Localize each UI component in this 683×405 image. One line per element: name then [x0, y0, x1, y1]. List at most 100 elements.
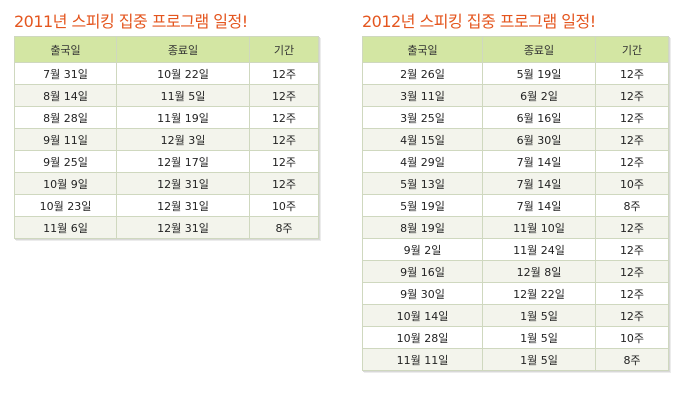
duration: 12주: [249, 106, 319, 129]
end-date: 6월 2일: [482, 84, 596, 107]
duration: 12주: [595, 106, 669, 129]
end-date: 6월 16일: [482, 106, 596, 129]
departure-date: 8월 28일: [14, 106, 117, 129]
duration: 12주: [595, 260, 669, 283]
departure-date: 3월 11일: [362, 84, 483, 107]
schedule-2012-title: 2012년 스피킹 집중 프로그램 일정!: [362, 12, 596, 31]
table-header-row: 출국일 종료일 기간: [14, 36, 319, 63]
duration: 10주: [249, 194, 319, 217]
duration: 12주: [595, 216, 669, 239]
duration: 12주: [249, 84, 319, 107]
departure-date: 10월 14일: [362, 304, 483, 327]
table-row: 11월 11일 1월 5일 8주: [362, 348, 669, 371]
schedule-2011-panel: 2011년 스피킹 집중 프로그램 일정! 출국일 종료일 기간 7월 31일 …: [14, 0, 319, 239]
table-row: 3월 25일 6월 16일 12주: [362, 106, 669, 129]
departure-date: 9월 25일: [14, 150, 117, 173]
column-header-duration: 기간: [249, 36, 319, 63]
departure-date: 8월 14일: [14, 84, 117, 107]
duration: 10주: [595, 172, 669, 195]
duration: 10주: [595, 326, 669, 349]
table-row: 9월 30일 12월 22일 12주: [362, 282, 669, 305]
end-date: 5월 19일: [482, 62, 596, 85]
column-header-end: 종료일: [116, 36, 250, 63]
end-date: 6월 30일: [482, 128, 596, 151]
departure-date: 2월 26일: [362, 62, 483, 85]
departure-date: 4월 15일: [362, 128, 483, 151]
duration: 12주: [595, 304, 669, 327]
end-date: 12월 8일: [482, 260, 596, 283]
table-row: 8월 28일 11월 19일 12주: [14, 106, 319, 129]
end-date: 1월 5일: [482, 326, 596, 349]
end-date: 11월 5일: [116, 84, 250, 107]
table-row: 5월 19일 7월 14일 8주: [362, 194, 669, 217]
table-row: 4월 29일 7월 14일 12주: [362, 150, 669, 173]
schedule-2011-table: 출국일 종료일 기간 7월 31일 10월 22일 12주 8월 14일 11월…: [14, 36, 319, 239]
end-date: 11월 19일: [116, 106, 250, 129]
departure-date: 8월 19일: [362, 216, 483, 239]
departure-date: 9월 2일: [362, 238, 483, 261]
end-date: 1월 5일: [482, 304, 596, 327]
schedule-2011-title: 2011년 스피킹 집중 프로그램 일정!: [14, 12, 248, 31]
end-date: 7월 14일: [482, 194, 596, 217]
end-date: 12월 17일: [116, 150, 250, 173]
duration: 12주: [595, 282, 669, 305]
table-row: 8월 19일 11월 10일 12주: [362, 216, 669, 239]
duration: 12주: [249, 62, 319, 85]
end-date: 12월 3일: [116, 128, 250, 151]
column-header-departure: 출국일: [14, 36, 117, 63]
end-date: 11월 10일: [482, 216, 596, 239]
departure-date: 5월 19일: [362, 194, 483, 217]
departure-date: 3월 25일: [362, 106, 483, 129]
end-date: 1월 5일: [482, 348, 596, 371]
departure-date: 9월 11일: [14, 128, 117, 151]
table-row: 7월 31일 10월 22일 12주: [14, 62, 319, 85]
table-row: 9월 25일 12월 17일 12주: [14, 150, 319, 173]
column-header-duration: 기간: [595, 36, 669, 63]
departure-date: 11월 11일: [362, 348, 483, 371]
table-row: 5월 13일 7월 14일 10주: [362, 172, 669, 195]
schedule-2012-panel: 2012년 스피킹 집중 프로그램 일정! 출국일 종료일 기간 2월 26일 …: [362, 0, 669, 371]
duration: 12주: [249, 128, 319, 151]
departure-date: 9월 16일: [362, 260, 483, 283]
departure-date: 7월 31일: [14, 62, 117, 85]
departure-date: 10월 9일: [14, 172, 117, 195]
table-row: 9월 2일 11월 24일 12주: [362, 238, 669, 261]
end-date: 7월 14일: [482, 150, 596, 173]
duration: 12주: [595, 62, 669, 85]
column-header-end: 종료일: [482, 36, 596, 63]
end-date: 11월 24일: [482, 238, 596, 261]
table-row: 10월 9일 12월 31일 12주: [14, 172, 319, 195]
table-row: 9월 16일 12월 8일 12주: [362, 260, 669, 283]
table-header-row: 출국일 종료일 기간: [362, 36, 669, 63]
end-date: 7월 14일: [482, 172, 596, 195]
table-row: 2월 26일 5월 19일 12주: [362, 62, 669, 85]
table-row: 10월 23일 12월 31일 10주: [14, 194, 319, 217]
end-date: 12월 22일: [482, 282, 596, 305]
duration: 12주: [595, 238, 669, 261]
duration: 12주: [595, 150, 669, 173]
departure-date: 11월 6일: [14, 216, 117, 239]
duration: 12주: [249, 172, 319, 195]
column-header-departure: 출국일: [362, 36, 483, 63]
departure-date: 5월 13일: [362, 172, 483, 195]
table-row: 8월 14일 11월 5일 12주: [14, 84, 319, 107]
duration: 8주: [595, 194, 669, 217]
departure-date: 10월 23일: [14, 194, 117, 217]
duration: 8주: [249, 216, 319, 239]
end-date: 12월 31일: [116, 194, 250, 217]
schedule-2012-table: 출국일 종료일 기간 2월 26일 5월 19일 12주 3월 11일 6월 2…: [362, 36, 669, 371]
departure-date: 4월 29일: [362, 150, 483, 173]
table-row: 10월 14일 1월 5일 12주: [362, 304, 669, 327]
end-date: 12월 31일: [116, 216, 250, 239]
table-row: 11월 6일 12월 31일 8주: [14, 216, 319, 239]
duration: 12주: [249, 150, 319, 173]
departure-date: 9월 30일: [362, 282, 483, 305]
table-row: 9월 11일 12월 3일 12주: [14, 128, 319, 151]
duration: 8주: [595, 348, 669, 371]
duration: 12주: [595, 128, 669, 151]
table-row: 3월 11일 6월 2일 12주: [362, 84, 669, 107]
end-date: 12월 31일: [116, 172, 250, 195]
end-date: 10월 22일: [116, 62, 250, 85]
departure-date: 10월 28일: [362, 326, 483, 349]
table-row: 10월 28일 1월 5일 10주: [362, 326, 669, 349]
